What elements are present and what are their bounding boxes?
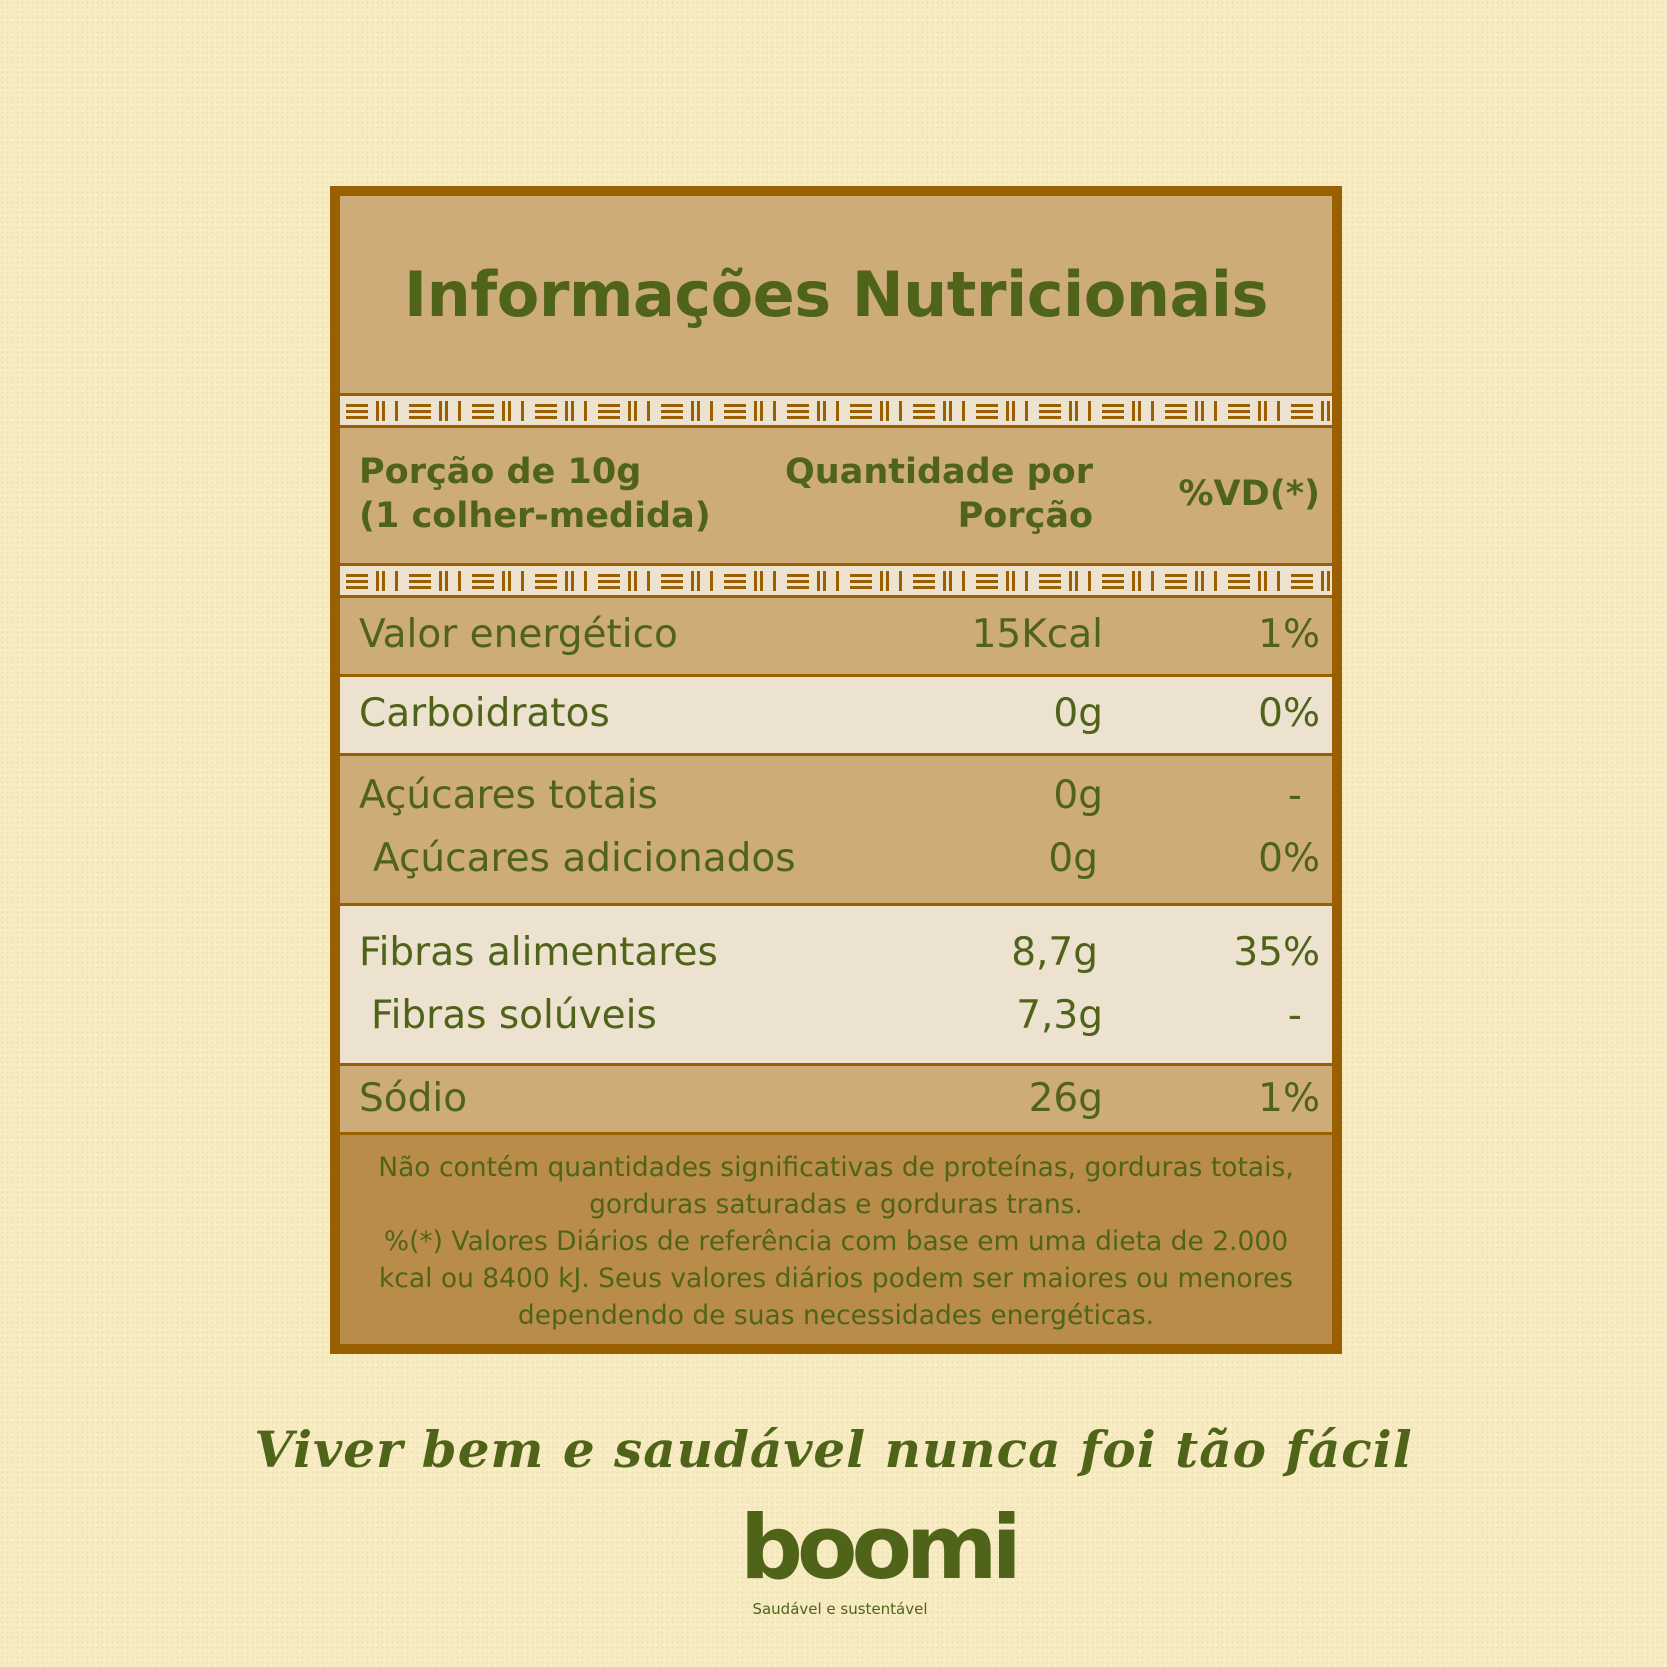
nutrient-label: Carboidratos bbox=[359, 691, 610, 736]
brand-name: boomi bbox=[740, 1496, 1022, 1599]
panel-title: Informações Nutricionais bbox=[404, 258, 1268, 331]
brand-logo: boomi Saudável e sustentável bbox=[740, 1496, 1022, 1619]
nutrient-qty: 0g bbox=[1053, 773, 1103, 818]
nutrient-dv: 0% bbox=[1258, 691, 1320, 736]
nutrient-dv: 35% bbox=[1233, 930, 1320, 975]
nutrient-qty: 26g bbox=[1028, 1076, 1103, 1121]
nutrient-label: Valor energético bbox=[359, 612, 678, 657]
nutrient-dv: - bbox=[1287, 773, 1302, 818]
table-row: Açúcares totais 0g - Açúcares adicionados 0… bbox=[340, 756, 1332, 906]
footnote-line: Não contém quantidades significativas de… bbox=[378, 1152, 1294, 1183]
footnote-line: dependendo de suas necessidades energéti… bbox=[517, 1300, 1155, 1331]
nutrient-qty: 8,7g bbox=[1011, 930, 1098, 975]
quantity-header-line2: Porção bbox=[957, 496, 1093, 536]
table-row: Valor energético 15Kcal 1% bbox=[340, 598, 1332, 677]
brand-slogan: Saudável e sustentável bbox=[752, 1600, 928, 1618]
decorative-pattern-band bbox=[340, 563, 1332, 598]
nutrient-label: Açúcares adicionados bbox=[373, 836, 796, 881]
nutrient-dv: 1% bbox=[1258, 1076, 1320, 1121]
quantity-header: Quantidade por Porção bbox=[785, 450, 1093, 538]
nutrient-qty: 0g bbox=[1048, 836, 1098, 881]
nutrient-dv: 0% bbox=[1258, 836, 1320, 881]
nutrient-label: Fibras alimentares bbox=[359, 930, 718, 975]
footnote: Não contém quantidades significativas de… bbox=[340, 1135, 1332, 1344]
nutrient-qty: 15Kcal bbox=[971, 612, 1103, 657]
footnote-line: kcal ou 8400 kJ. Seus valores diários po… bbox=[378, 1263, 1294, 1294]
table-row: Sódio 26g 1% bbox=[340, 1066, 1332, 1135]
nutrient-qty: 7,3g bbox=[1016, 993, 1103, 1038]
table-row: Carboidratos 0g 0% bbox=[340, 677, 1332, 756]
nutrient-label: Fibras solúveis bbox=[371, 993, 657, 1038]
nutrient-label: Açúcares totais bbox=[359, 773, 658, 818]
table-header: Porção de 10g (1 colher-medida) Quantidad… bbox=[340, 428, 1332, 563]
nutrient-dv: 1% bbox=[1258, 612, 1320, 657]
serving-size: Porção de 10g (1 colher-medida) bbox=[359, 450, 711, 538]
nutrient-label: Sódio bbox=[359, 1076, 468, 1121]
nutrition-facts-panel: Informações Nutricionais Porção de 10g (1… bbox=[330, 186, 1342, 1354]
footnote-line: %(*) Valores Diários de referência com b… bbox=[383, 1226, 1289, 1257]
table-row: Fibras alimentares 8,7g 35% Fibras solúvei… bbox=[340, 906, 1332, 1066]
quantity-header-line1: Quantidade por bbox=[785, 452, 1093, 492]
nutrient-dv: - bbox=[1287, 993, 1302, 1038]
tagline: Viver bem e saudável nunca foi tão fácil bbox=[254, 1420, 1413, 1479]
nutrient-qty: 0g bbox=[1053, 691, 1103, 736]
dv-header: %VD(*) bbox=[1178, 474, 1320, 514]
serving-size-line1: Porção de 10g bbox=[359, 452, 642, 492]
decorative-pattern-band bbox=[340, 393, 1332, 428]
serving-size-line2: (1 colher-medida) bbox=[359, 496, 711, 536]
footnote-line: gorduras saturadas e gorduras trans. bbox=[589, 1189, 1083, 1220]
